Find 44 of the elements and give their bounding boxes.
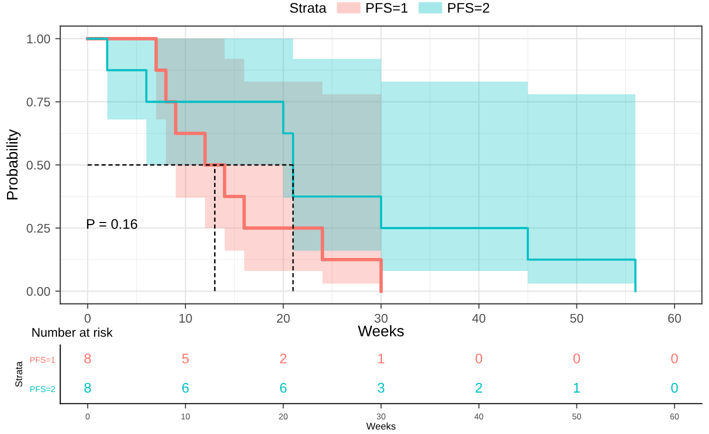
data-label: 1 [574, 383, 580, 393]
data-label: 5 [182, 354, 189, 364]
x-tick-label: 20 [279, 414, 288, 420]
legend-label: PFS=1 [366, 2, 408, 13]
x-axis-title: Weeks [366, 422, 396, 430]
data-label: 1 [378, 354, 384, 364]
y-tick-label: 0.50 [26, 160, 50, 170]
x-tick-label: 0 [86, 414, 90, 420]
x-tick-label: 50 [572, 414, 582, 420]
data-label: 0 [671, 382, 678, 393]
legend-label: PFS=2 [448, 2, 490, 13]
x-tick-label: 40 [474, 414, 484, 420]
x-axis-title: Weeks [358, 325, 404, 336]
x-tick-label: 60 [668, 314, 681, 323]
y-tick-label: 0.75 [26, 98, 50, 106]
x-tick-label: 50 [570, 314, 584, 323]
x-tick-label: 30 [376, 414, 386, 420]
y-tick-label: PFS=1 [30, 356, 55, 363]
data-label: 3 [378, 382, 384, 393]
data-label: 0 [476, 354, 482, 364]
y-axis-title: Probability [6, 129, 21, 200]
data-label: 2 [280, 354, 286, 364]
legend-title: Strata [290, 2, 326, 13]
data-label: 0 [671, 354, 678, 364]
x-tick-label: 10 [181, 414, 190, 420]
x-tick-label: 30 [374, 314, 388, 323]
annotation: P = 0.16 [87, 219, 138, 229]
y-tick-label: PFS=2 [30, 386, 55, 392]
data-label: 0 [573, 354, 580, 364]
data-label: 6 [182, 382, 189, 393]
x-tick-label: 60 [670, 414, 679, 420]
data-label: 6 [280, 382, 287, 393]
x-tick-label: 10 [179, 314, 192, 323]
y-axis-title: Strata [15, 361, 22, 387]
x-tick-label: 0 [84, 314, 91, 323]
y-tick-label: 0.00 [26, 286, 50, 296]
x-tick-label: 20 [276, 314, 290, 323]
data-label: 8 [84, 382, 91, 393]
data-label: 2 [476, 382, 482, 393]
y-tick-label: 0.25 [26, 224, 50, 233]
chart-title: Number at risk [32, 328, 113, 337]
y-tick-label: 1.00 [27, 34, 50, 44]
data-label: 8 [84, 354, 91, 364]
x-tick-label: 40 [472, 314, 486, 323]
